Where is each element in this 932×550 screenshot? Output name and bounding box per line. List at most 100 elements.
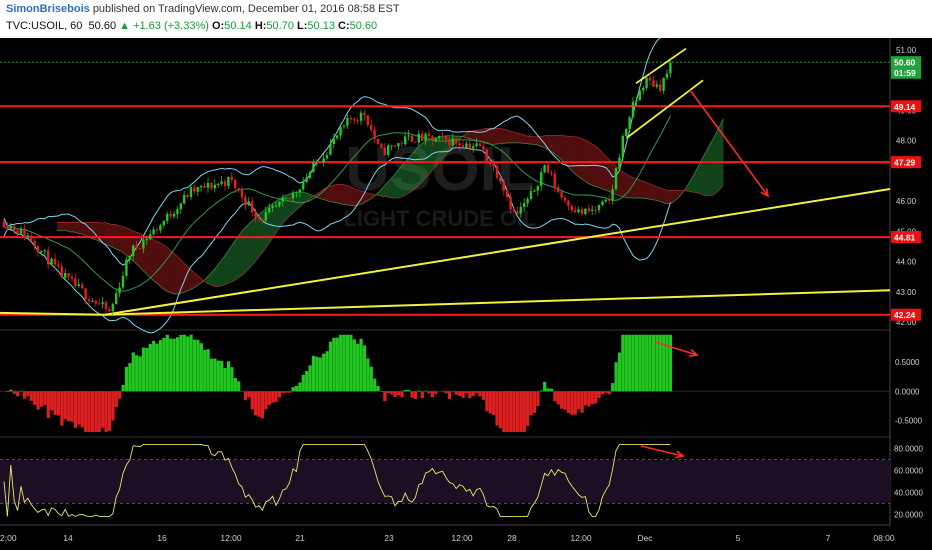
candle-body — [288, 197, 291, 199]
candle-body — [356, 120, 359, 122]
histogram-bar — [196, 339, 200, 392]
chart-canvas[interactable]: USOIL LIGHT CRUDE OIL 51.0049.0048.0046.… — [0, 38, 932, 550]
histogram-bar — [315, 356, 319, 392]
histogram-bar — [352, 339, 356, 392]
histogram-bar — [288, 391, 292, 393]
histogram-bar — [475, 391, 479, 394]
cloud-segment — [359, 190, 364, 205]
price-label-text: 42.24 — [894, 310, 916, 320]
cloud-segment — [437, 136, 442, 165]
candle-body — [567, 200, 570, 206]
candle-body — [614, 168, 618, 190]
candle-body — [461, 145, 465, 148]
candle-body — [523, 203, 526, 207]
candle-body — [662, 77, 665, 91]
rsi-tick-label: 80.0000 — [894, 445, 923, 454]
cloud-segment — [261, 209, 265, 255]
candle-body — [478, 143, 482, 147]
histogram-bar — [468, 391, 472, 399]
cloud-segment — [403, 159, 408, 197]
candle-body — [152, 229, 155, 235]
candle-body — [492, 163, 495, 166]
price-tick-label: 48.00 — [896, 137, 917, 146]
time-tick-label: 28 — [507, 533, 517, 543]
cloud-segment — [152, 239, 156, 283]
cloud-segment — [635, 178, 639, 199]
histogram-bar — [175, 337, 180, 392]
histogram-bar — [230, 367, 234, 392]
rsi-divergence-arrow-head — [675, 450, 685, 459]
candle-body — [87, 299, 91, 302]
candle-body — [261, 219, 264, 221]
candle-body — [631, 101, 635, 118]
candle-body — [574, 210, 577, 213]
cloud-segment — [186, 265, 190, 292]
cloud-segment — [386, 179, 391, 198]
histogram-bar — [179, 334, 183, 392]
cloud-segment — [431, 138, 435, 173]
cloud-segment — [546, 135, 551, 151]
histogram-bar — [192, 339, 197, 392]
cloud-segment — [250, 218, 255, 267]
histogram-bar — [600, 391, 605, 395]
histogram-bar — [318, 357, 322, 392]
histogram-bar — [46, 391, 50, 418]
histogram-bar — [9, 389, 13, 392]
candle-body — [254, 212, 257, 218]
candle-body — [23, 228, 26, 237]
candle-body — [40, 250, 43, 253]
cloud-segment — [335, 184, 340, 204]
histogram-bar — [301, 374, 305, 392]
histogram-bar — [284, 391, 288, 393]
candle-body — [271, 206, 274, 208]
histogram-bar — [410, 391, 414, 398]
high-value: 50.70 — [266, 20, 294, 32]
histogram-bar — [111, 391, 115, 421]
candle-body — [230, 176, 233, 180]
cloud-segment — [380, 186, 384, 197]
candle-body — [414, 141, 417, 143]
histogram-bar — [532, 391, 537, 413]
candle-body — [373, 129, 376, 139]
candle-body — [115, 293, 118, 305]
histogram-bar — [145, 348, 149, 392]
candle-body — [6, 226, 9, 229]
cloud-segment — [665, 189, 670, 204]
cloud-segment — [441, 136, 445, 160]
cloud-segment — [641, 180, 646, 199]
histogram-bar — [274, 391, 278, 403]
cloud-segment — [407, 155, 411, 194]
author-link[interactable]: SimonBrisebois — [6, 3, 90, 15]
candle-body — [183, 194, 186, 204]
histogram-bar — [420, 391, 424, 399]
watermark-symbol: USOIL — [345, 135, 534, 204]
price-tick-label: 46.00 — [896, 197, 917, 206]
time-tick-label: 7 — [826, 533, 831, 543]
cloud-segment — [230, 242, 234, 283]
candle-body — [502, 181, 505, 191]
histogram-bar — [155, 343, 159, 392]
candle-body — [366, 115, 369, 125]
cloud-segment — [556, 135, 561, 159]
cloud-segment — [57, 222, 61, 231]
cloud-segment — [522, 134, 527, 144]
cloud-segment — [658, 187, 663, 203]
histogram-bar — [658, 334, 662, 392]
histogram-bar — [114, 391, 118, 408]
cloud-segment — [499, 128, 503, 144]
forecast-down-arrow — [689, 89, 769, 197]
cloud-segment — [631, 177, 636, 199]
cloud-segment — [165, 246, 170, 293]
candle-body — [451, 138, 454, 146]
cloud-segment — [580, 138, 585, 181]
cloud-segment — [366, 192, 370, 202]
histogram-bar — [614, 362, 618, 392]
cloud-segment — [424, 140, 428, 180]
price-label-text: 47.29 — [894, 158, 916, 168]
price-tick-label: 51.00 — [896, 46, 917, 55]
ohlc-line: TVC:USOIL, 60 50.60 ▲ +1.63 (+3.33%) O:5… — [6, 20, 377, 32]
candle-body — [108, 309, 111, 311]
cloud-segment — [427, 138, 432, 176]
cloud-segment — [400, 163, 404, 198]
histogram-bar — [169, 338, 173, 392]
